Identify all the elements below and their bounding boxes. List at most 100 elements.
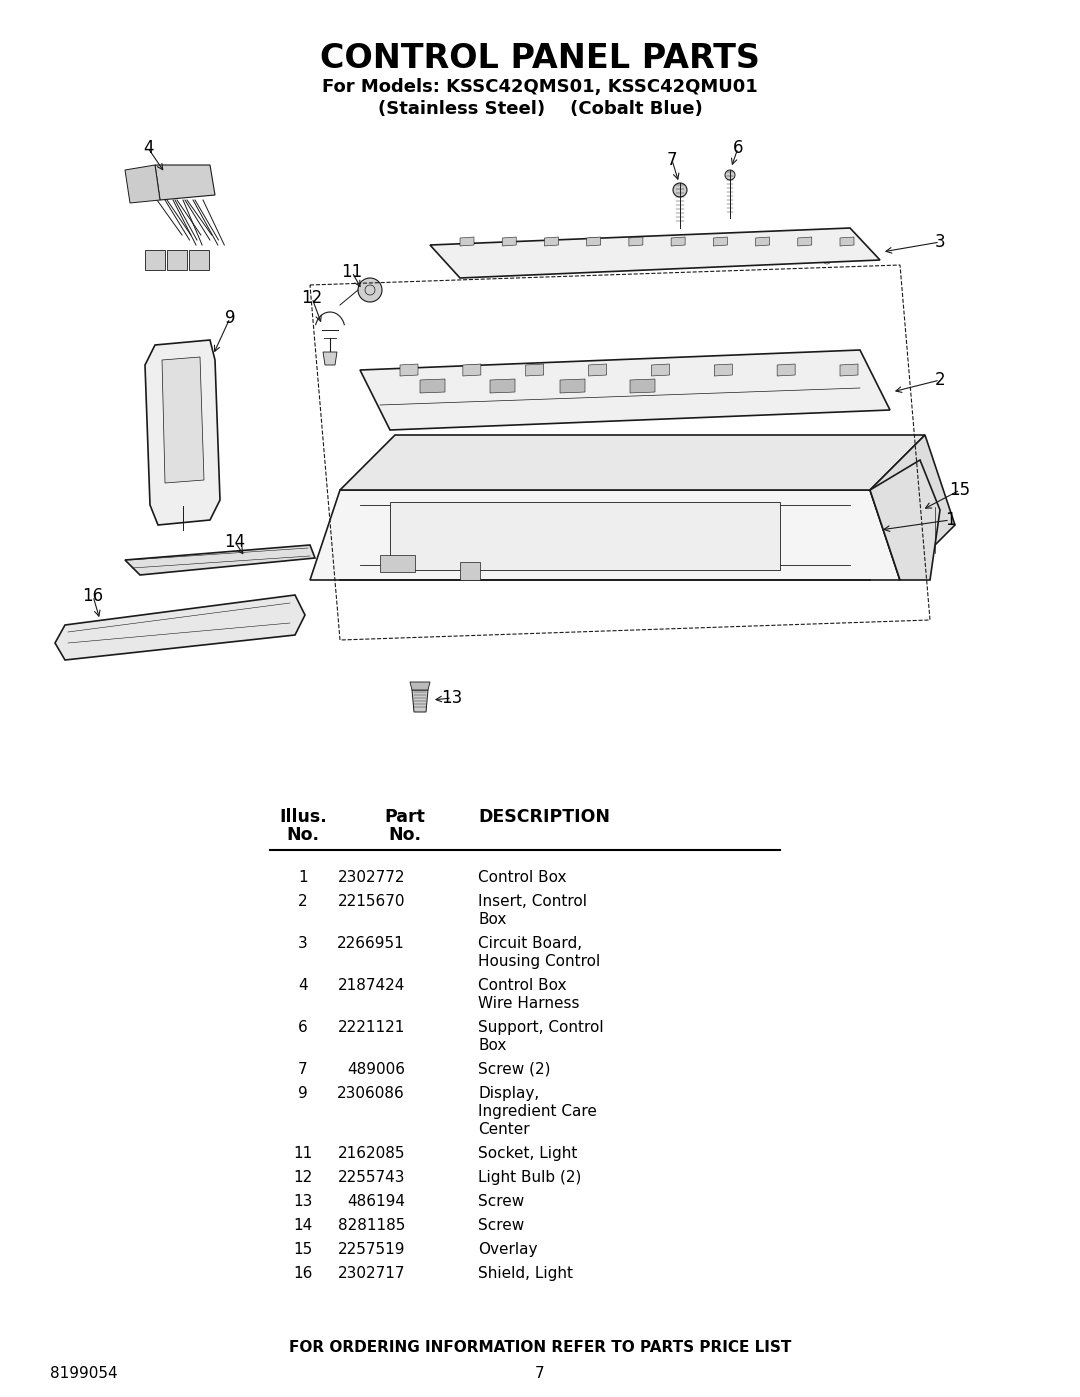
Text: 15: 15 bbox=[294, 1242, 312, 1257]
Polygon shape bbox=[410, 682, 430, 690]
Polygon shape bbox=[840, 237, 854, 246]
Text: Part: Part bbox=[384, 807, 426, 826]
Text: 16: 16 bbox=[82, 587, 104, 605]
Text: Screw: Screw bbox=[478, 1218, 524, 1234]
Polygon shape bbox=[870, 434, 955, 580]
Polygon shape bbox=[671, 237, 685, 246]
Text: 2257519: 2257519 bbox=[337, 1242, 405, 1257]
Polygon shape bbox=[502, 237, 516, 246]
Text: Box: Box bbox=[478, 912, 507, 928]
Text: 2187424: 2187424 bbox=[338, 978, 405, 993]
Polygon shape bbox=[55, 595, 305, 659]
Polygon shape bbox=[561, 379, 585, 393]
Polygon shape bbox=[778, 365, 795, 376]
Polygon shape bbox=[714, 365, 732, 376]
Polygon shape bbox=[145, 250, 165, 270]
Text: 2302772: 2302772 bbox=[337, 870, 405, 886]
Polygon shape bbox=[630, 379, 654, 393]
Text: CONTROL PANEL PARTS: CONTROL PANEL PARTS bbox=[320, 42, 760, 75]
Polygon shape bbox=[380, 555, 415, 571]
Polygon shape bbox=[125, 545, 315, 576]
Text: 7: 7 bbox=[298, 1062, 308, 1077]
Polygon shape bbox=[756, 237, 770, 246]
Text: 4: 4 bbox=[143, 138, 153, 156]
Text: Screw (2): Screw (2) bbox=[478, 1062, 551, 1077]
Text: No.: No. bbox=[389, 826, 421, 844]
Text: Control Box: Control Box bbox=[478, 870, 567, 886]
Text: Box: Box bbox=[478, 1038, 507, 1053]
Text: Wire Harness: Wire Harness bbox=[478, 996, 580, 1011]
Circle shape bbox=[177, 506, 189, 518]
Text: Socket, Light: Socket, Light bbox=[478, 1146, 578, 1161]
Polygon shape bbox=[460, 562, 480, 580]
Text: 16: 16 bbox=[294, 1266, 313, 1281]
Polygon shape bbox=[167, 250, 187, 270]
Polygon shape bbox=[400, 365, 418, 376]
Polygon shape bbox=[713, 237, 727, 246]
Polygon shape bbox=[162, 358, 204, 483]
Text: 11: 11 bbox=[294, 1146, 312, 1161]
Polygon shape bbox=[798, 237, 812, 246]
Text: 7: 7 bbox=[666, 151, 677, 169]
Polygon shape bbox=[390, 502, 780, 570]
Polygon shape bbox=[323, 352, 337, 365]
Text: 14: 14 bbox=[225, 534, 245, 550]
Text: Control Box: Control Box bbox=[478, 978, 567, 993]
Polygon shape bbox=[420, 379, 445, 393]
Text: 11: 11 bbox=[341, 263, 363, 281]
Text: 12: 12 bbox=[294, 1171, 312, 1185]
Text: 4: 4 bbox=[298, 978, 308, 993]
Polygon shape bbox=[430, 228, 880, 278]
Text: 7: 7 bbox=[536, 1366, 544, 1382]
Circle shape bbox=[673, 183, 687, 197]
Text: DESCRIPTION: DESCRIPTION bbox=[478, 807, 610, 826]
Text: For Models: KSSC42QMS01, KSSC42QMU01: For Models: KSSC42QMS01, KSSC42QMU01 bbox=[322, 78, 758, 96]
Text: 13: 13 bbox=[294, 1194, 313, 1208]
Polygon shape bbox=[651, 365, 670, 376]
Text: Screw: Screw bbox=[478, 1194, 524, 1208]
Text: 9: 9 bbox=[225, 309, 235, 327]
Text: Illus.: Illus. bbox=[279, 807, 327, 826]
Polygon shape bbox=[463, 365, 481, 376]
Polygon shape bbox=[360, 351, 890, 430]
Text: 9: 9 bbox=[298, 1085, 308, 1101]
Text: 2162085: 2162085 bbox=[337, 1146, 405, 1161]
Text: (Stainless Steel)    (Cobalt Blue): (Stainless Steel) (Cobalt Blue) bbox=[378, 101, 702, 117]
Text: Shield, Light: Shield, Light bbox=[478, 1266, 573, 1281]
Text: Display,: Display, bbox=[478, 1085, 539, 1101]
Polygon shape bbox=[310, 490, 900, 580]
Text: 12: 12 bbox=[301, 289, 323, 307]
Polygon shape bbox=[125, 165, 160, 203]
Text: 2221121: 2221121 bbox=[338, 1020, 405, 1035]
Text: Light Bulb (2): Light Bulb (2) bbox=[478, 1171, 581, 1185]
Text: Overlay: Overlay bbox=[478, 1242, 538, 1257]
Polygon shape bbox=[189, 250, 210, 270]
Polygon shape bbox=[589, 365, 607, 376]
Polygon shape bbox=[629, 237, 643, 246]
Polygon shape bbox=[156, 165, 215, 200]
Text: 14: 14 bbox=[294, 1218, 312, 1234]
Text: 15: 15 bbox=[949, 481, 971, 499]
Text: 2: 2 bbox=[298, 894, 308, 909]
Text: No.: No. bbox=[286, 826, 320, 844]
Text: Ingredient Care: Ingredient Care bbox=[478, 1104, 597, 1119]
Text: Insert, Control: Insert, Control bbox=[478, 894, 588, 909]
Text: 13: 13 bbox=[442, 689, 462, 707]
Text: FOR ORDERING INFORMATION REFER TO PARTS PRICE LIST: FOR ORDERING INFORMATION REFER TO PARTS … bbox=[288, 1340, 792, 1355]
Polygon shape bbox=[411, 690, 428, 712]
Polygon shape bbox=[870, 460, 940, 580]
Text: Support, Control: Support, Control bbox=[478, 1020, 604, 1035]
Polygon shape bbox=[460, 237, 474, 246]
Polygon shape bbox=[544, 237, 558, 246]
Circle shape bbox=[357, 278, 382, 302]
Text: 1: 1 bbox=[298, 870, 308, 886]
Polygon shape bbox=[526, 365, 543, 376]
Polygon shape bbox=[145, 339, 220, 525]
Polygon shape bbox=[840, 365, 858, 376]
Text: 2: 2 bbox=[934, 372, 945, 388]
Text: 1: 1 bbox=[945, 511, 956, 529]
Text: 489006: 489006 bbox=[347, 1062, 405, 1077]
Text: 6: 6 bbox=[732, 138, 743, 156]
Polygon shape bbox=[586, 237, 600, 246]
Text: 3: 3 bbox=[934, 233, 945, 251]
